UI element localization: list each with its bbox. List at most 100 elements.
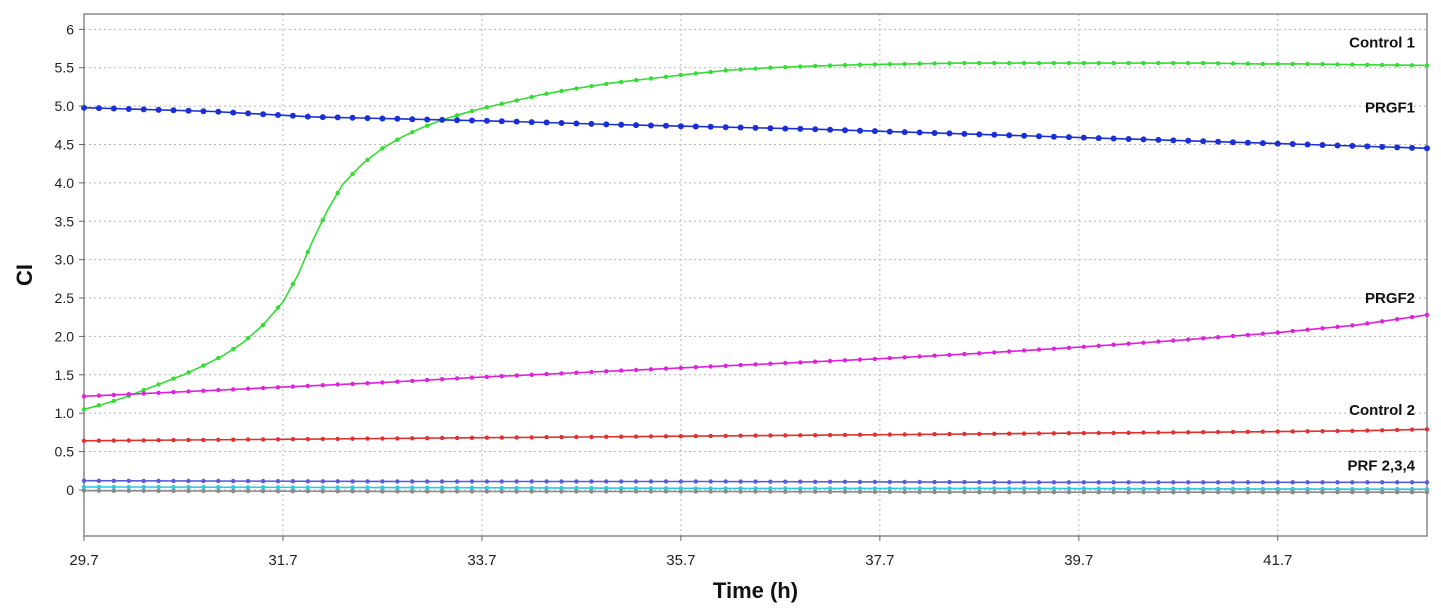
data-point <box>1036 133 1042 140</box>
data-point <box>469 117 475 124</box>
data-point <box>156 484 161 490</box>
data-point <box>245 478 251 484</box>
series-line <box>83 428 1428 442</box>
data-point <box>619 479 624 484</box>
data-point <box>1409 144 1416 151</box>
data-point <box>1021 348 1027 353</box>
x-tick-label: 35.7 <box>666 552 695 569</box>
data-point <box>813 63 818 69</box>
data-point <box>484 374 490 380</box>
data-point <box>1021 60 1027 66</box>
data-point <box>813 359 818 364</box>
data-point <box>350 485 355 490</box>
series-2 <box>81 312 1430 399</box>
data-point <box>813 489 818 494</box>
data-point <box>395 379 400 384</box>
y-tick-label: 2.5 <box>55 290 75 306</box>
data-point <box>1230 486 1236 491</box>
data-point <box>917 61 922 66</box>
data-point <box>1230 429 1236 435</box>
data-point <box>663 434 669 439</box>
data-point <box>1260 61 1266 67</box>
data-point <box>215 108 222 115</box>
data-point <box>171 437 176 443</box>
data-point <box>768 479 773 484</box>
series-5 <box>81 484 1430 492</box>
data-point <box>678 486 684 491</box>
data-point <box>901 129 908 136</box>
data-point <box>544 91 549 96</box>
data-point <box>1036 490 1042 495</box>
data-point <box>1156 60 1161 66</box>
data-point <box>1305 327 1310 332</box>
data-point <box>395 489 400 494</box>
x-tick-label: 31.7 <box>268 552 297 569</box>
data-point <box>380 146 385 151</box>
data-point <box>589 489 594 494</box>
data-point <box>231 437 236 442</box>
data-point <box>663 74 669 80</box>
data-point <box>558 120 565 126</box>
data-point <box>1260 331 1266 336</box>
data-point <box>1066 345 1072 350</box>
data-point <box>305 249 310 255</box>
data-point <box>96 393 102 398</box>
data-point <box>798 479 803 484</box>
data-point <box>857 357 863 362</box>
data-point <box>947 486 952 491</box>
data-point <box>723 68 728 73</box>
data-point <box>216 355 221 361</box>
data-point <box>1111 342 1116 347</box>
data-point <box>1066 486 1072 491</box>
data-point <box>201 437 206 443</box>
data-point <box>1424 312 1430 318</box>
data-point <box>797 125 804 132</box>
data-point <box>663 489 669 494</box>
data-point <box>216 485 221 490</box>
data-point <box>156 478 161 484</box>
y-tick-label: 2.0 <box>55 328 75 344</box>
data-point <box>81 394 87 399</box>
data-point <box>708 364 713 369</box>
data-point <box>1395 427 1400 433</box>
data-point <box>1066 480 1072 485</box>
data-point <box>126 488 131 493</box>
data-point <box>723 433 728 439</box>
data-point <box>186 437 191 443</box>
series-1 <box>81 104 1430 152</box>
data-point <box>499 435 504 440</box>
data-point <box>648 489 654 494</box>
data-point <box>1304 141 1311 148</box>
data-point <box>783 486 788 491</box>
data-point <box>1110 135 1117 142</box>
data-point <box>1260 480 1266 485</box>
series-6 <box>81 488 1430 495</box>
data-point <box>231 485 236 490</box>
data-point <box>1081 486 1087 491</box>
data-point <box>483 117 490 124</box>
data-point <box>663 479 669 484</box>
y-tick-label: 3.0 <box>55 252 75 268</box>
data-point <box>589 84 594 89</box>
data-point <box>738 67 743 72</box>
data-point <box>1171 486 1176 491</box>
data-point <box>1395 480 1400 485</box>
data-point <box>872 356 878 362</box>
data-point <box>454 489 460 494</box>
data-point <box>1156 430 1161 435</box>
data-point <box>1335 480 1340 485</box>
data-point <box>902 479 907 485</box>
series-labels: Control 1 PRGF1 PRGF2 Control 2 PRF 2,3,4 <box>1347 34 1415 474</box>
data-point <box>1350 490 1355 495</box>
data-point <box>96 478 102 483</box>
data-point <box>454 485 460 490</box>
data-point <box>1275 429 1281 434</box>
data-point <box>1201 486 1206 491</box>
data-point <box>1125 136 1132 142</box>
data-point <box>290 437 296 442</box>
data-point <box>275 305 281 310</box>
data-point <box>305 479 310 484</box>
data-point <box>410 479 415 484</box>
data-point <box>469 375 475 380</box>
